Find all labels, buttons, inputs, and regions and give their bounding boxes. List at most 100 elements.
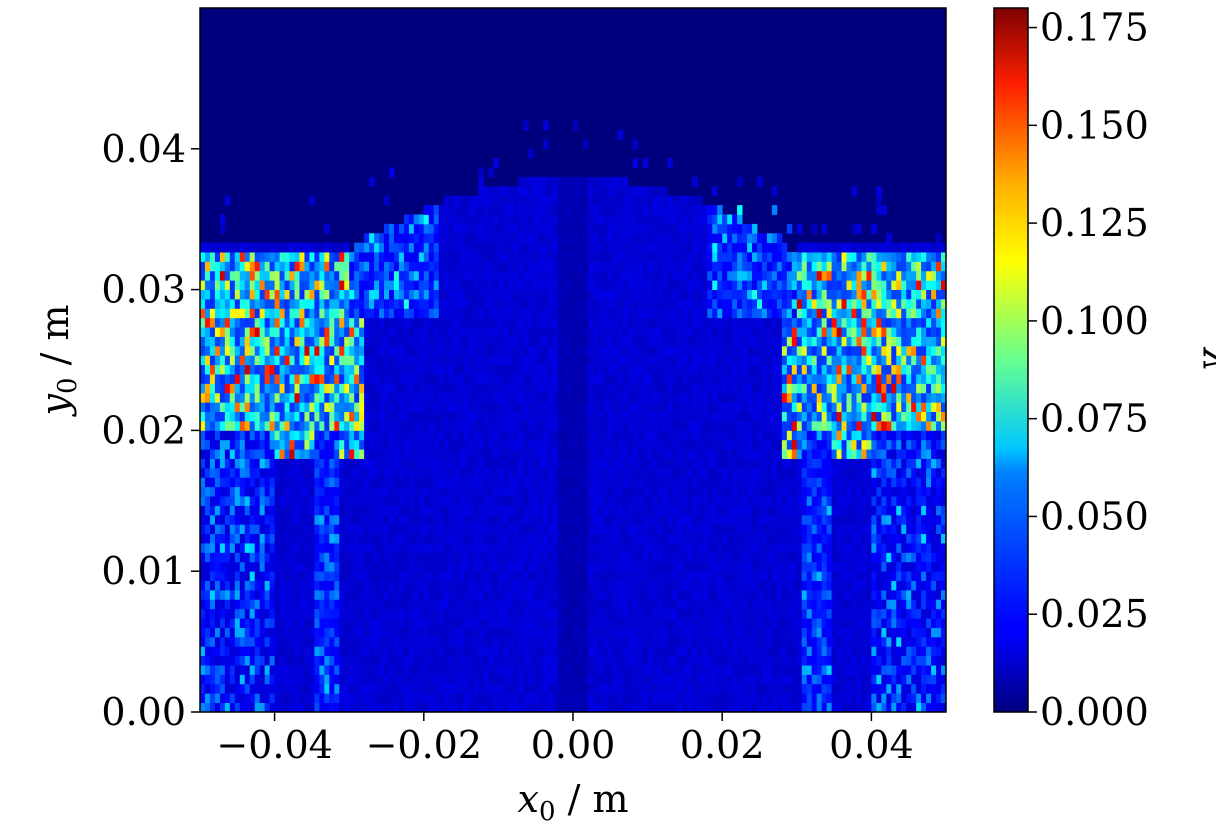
heatmap-cell xyxy=(329,467,335,478)
heatmap-cell xyxy=(304,392,310,403)
heatmap-cell xyxy=(622,636,629,647)
heatmap-cell xyxy=(359,571,365,581)
heatmap-cell xyxy=(349,270,355,281)
heatmap-cell xyxy=(488,280,494,290)
heatmap-cell xyxy=(393,449,400,459)
heatmap-cell xyxy=(224,486,231,497)
heatmap-cell xyxy=(403,467,410,478)
heatmap-cell xyxy=(463,430,469,441)
heatmap-cell xyxy=(329,665,335,675)
heatmap-cell xyxy=(503,552,509,563)
heatmap-cell xyxy=(423,327,430,337)
heatmap-cell xyxy=(543,693,549,704)
heatmap-cell xyxy=(582,496,589,506)
heatmap-cell xyxy=(513,233,519,244)
heatmap-cell xyxy=(538,439,544,450)
heatmap-cell xyxy=(214,589,221,600)
heatmap-cell xyxy=(229,298,236,309)
heatmap-cell xyxy=(364,280,370,290)
heatmap-cell xyxy=(587,430,594,441)
heatmap-cell xyxy=(448,449,455,459)
heatmap-cell xyxy=(508,665,514,675)
heatmap-cell xyxy=(607,618,614,628)
heatmap-cell xyxy=(403,233,410,244)
heatmap-cell xyxy=(209,552,216,563)
heatmap-cell xyxy=(244,552,251,563)
heatmap-cell xyxy=(329,618,335,628)
heatmap-cell xyxy=(413,449,420,459)
heatmap-cell xyxy=(568,524,574,535)
heatmap-cell xyxy=(617,233,624,244)
heatmap-cell xyxy=(299,270,305,281)
heatmap-cell xyxy=(553,561,559,572)
heatmap-cell xyxy=(483,580,489,591)
heatmap-cell xyxy=(573,693,579,704)
heatmap-cell xyxy=(398,430,405,441)
heatmap-cell xyxy=(229,345,236,356)
heatmap-cell xyxy=(602,543,609,553)
heatmap-cell xyxy=(334,486,340,497)
heatmap-cell xyxy=(533,655,539,666)
heatmap-cell xyxy=(304,496,310,506)
heatmap-cell xyxy=(568,665,574,675)
heatmap-cell xyxy=(428,317,435,328)
heatmap-cell xyxy=(299,599,305,610)
heatmap-cell xyxy=(379,561,385,572)
heatmap-cell xyxy=(219,392,226,403)
heatmap-cell xyxy=(543,627,549,638)
heatmap-cell xyxy=(473,514,479,525)
heatmap-cell xyxy=(587,336,594,347)
heatmap-cell xyxy=(627,411,634,422)
heatmap-cell xyxy=(354,327,360,337)
heatmap-cell xyxy=(408,543,415,553)
heatmap-cell xyxy=(418,599,425,610)
heatmap-cell xyxy=(523,345,529,356)
heatmap-cell xyxy=(418,552,425,563)
heatmap-cell xyxy=(473,636,479,647)
heatmap-cell xyxy=(622,317,629,328)
heatmap-cell xyxy=(602,270,609,281)
heatmap-cell xyxy=(453,355,460,366)
heatmap-cell xyxy=(388,270,395,281)
heatmap-cell xyxy=(543,467,549,478)
heatmap-cell xyxy=(339,289,345,300)
heatmap-cell xyxy=(577,477,584,488)
heatmap-cell xyxy=(597,543,604,553)
heatmap-cell xyxy=(279,524,285,535)
heatmap-cell xyxy=(448,289,455,300)
heatmap-cell xyxy=(573,655,579,666)
heatmap-cell xyxy=(428,683,435,694)
heatmap-cell xyxy=(548,599,554,610)
heatmap-cell xyxy=(413,270,420,281)
heatmap-cell xyxy=(403,439,410,450)
heatmap-cell xyxy=(329,571,335,581)
heatmap-cell xyxy=(264,392,271,403)
heatmap-cell xyxy=(607,646,614,657)
heatmap-cell xyxy=(229,543,236,553)
heatmap-cell xyxy=(284,355,290,366)
heatmap-cell xyxy=(483,223,489,234)
heatmap-cell xyxy=(607,374,614,384)
heatmap-cell xyxy=(607,383,614,394)
heatmap-cell xyxy=(279,280,285,290)
heatmap-cell xyxy=(548,223,554,234)
heatmap-cell xyxy=(264,298,271,309)
heatmap-cell xyxy=(299,665,305,675)
heatmap-cell xyxy=(543,580,549,591)
heatmap-cell xyxy=(408,355,415,366)
heatmap-cell xyxy=(488,702,494,712)
heatmap-cell xyxy=(453,421,460,431)
heatmap-cell xyxy=(553,383,559,394)
heatmap-cell xyxy=(269,298,275,309)
heatmap-cell xyxy=(448,214,455,225)
heatmap-cell xyxy=(379,467,385,478)
heatmap-cell xyxy=(374,467,380,478)
heatmap-cell xyxy=(269,683,275,694)
heatmap-cell xyxy=(334,317,340,328)
heatmap-cell xyxy=(354,458,360,469)
heatmap-cell xyxy=(384,524,390,535)
heatmap-cell xyxy=(438,636,445,647)
heatmap-cell xyxy=(662,665,668,675)
heatmap-cell xyxy=(209,317,216,328)
heatmap-cell xyxy=(602,702,609,712)
